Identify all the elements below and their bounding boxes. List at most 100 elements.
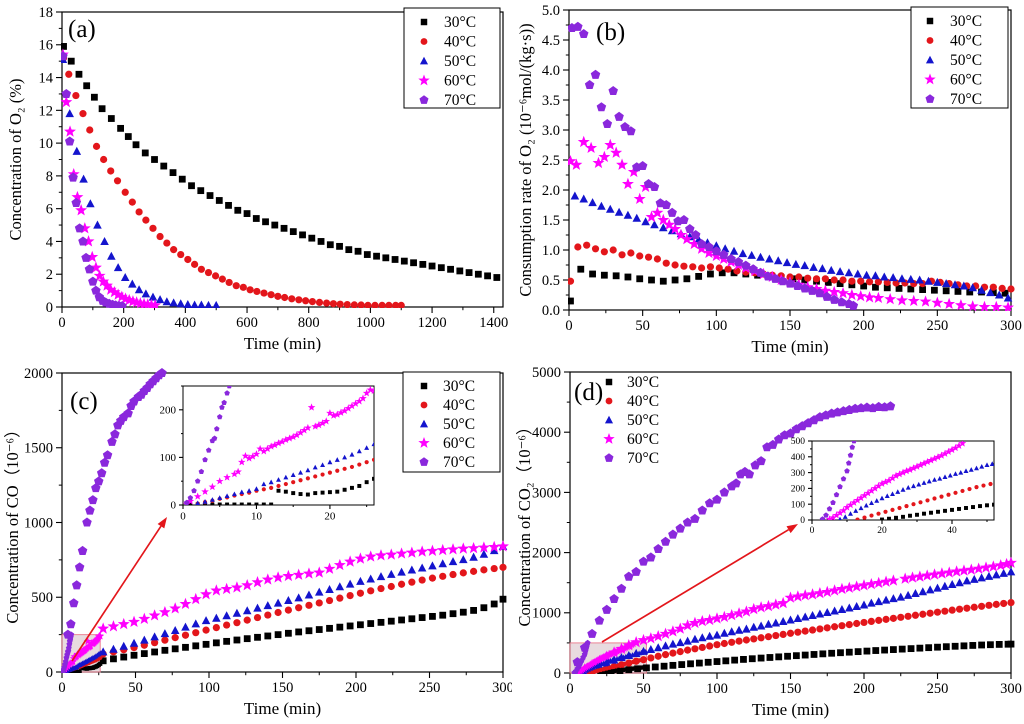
panel-d-inset-ytick: 500 [791,437,806,447]
panel-d-inset-xtick: 0 [810,526,815,536]
legend-label: 40°C [443,397,475,414]
series-50c [98,541,508,656]
panel-a-xtick: 600 [236,315,258,331]
legend-label: 40°C [627,393,659,410]
series-50c [61,55,221,308]
zoom-region-points [573,639,638,674]
inset-series-60c [825,441,967,520]
legend-label: 30°C [950,13,982,30]
panel-d-xtick: 0 [566,681,573,697]
panel-d-inset-series [819,441,994,520]
panel-c-inset-series [183,386,374,505]
panel-b-legend: 30°C 40°C 50°C 60°C 70°C [910,6,1009,109]
panel-a-ytick: 12 [39,103,54,119]
legend-label: 30°C [443,378,475,395]
panel-a-xtick: 0 [58,315,65,331]
panel-a-ytick: 2 [46,267,53,283]
panel-a-ytick: 4 [46,234,54,250]
legend-label: 70°C [627,450,659,467]
panel-c-ytick: 0 [46,665,53,681]
panel-d-ytick: 0 [554,666,561,682]
panel-a-ytick: 0 [46,300,53,316]
panel-b-xtick: 300 [1000,318,1022,334]
panel-a-xtick: 200 [113,315,135,331]
panel-c-ytick: 2000 [24,366,53,382]
panel-d-legend: 30°C 40°C 50°C 60°C 70°C [603,374,659,467]
panel-c-ylabel: Concentration of CO（10⁻⁶） [3,421,22,623]
legend-label: 40°C [950,33,982,50]
panel-d-xtick: 300 [1000,681,1022,697]
panel-a-xtick: 1000 [356,315,385,331]
panel-b-xtick: 150 [779,318,801,334]
panel-d-xtick: 100 [706,681,728,697]
legend-label: 50°C [443,416,475,433]
panel-b-ytick: 1.5 [542,213,560,229]
panel-d-inset-ytick: 400 [791,453,806,463]
panel-a-ytick: 18 [39,5,54,21]
legend-label: 50°C [627,412,659,429]
panel-c-xtick: 300 [492,680,512,696]
panel-c-xtick: 100 [198,680,220,696]
panel-a-xtick: 400 [174,315,196,331]
panel-d-chart: 0 50 100 150 200 250 300 0 1000 2000 3000 4000 5000 T… [512,362,1024,724]
legend-label: 70°C [950,91,982,108]
panel-c-legend: 30°C 40°C 50°C 60°C 70°C [402,371,501,473]
panel-b-xtick: 0 [565,318,572,334]
legend-label: 60°C [627,431,659,448]
panel-d-inset-ytick: 200 [791,485,806,495]
panel-b-ytick: 2.5 [542,153,560,169]
legend-label: 70°C [444,92,476,109]
panel-b-ytick: 0.0 [542,303,560,319]
inset-series-70c [819,441,857,520]
panel-b-ytick: 4.5 [542,33,560,49]
series-70c [61,51,127,308]
inset-pointer-arrow-icon [71,517,167,662]
zoom-region-points [597,665,649,674]
series-40c [61,54,405,308]
series-60c [97,540,509,634]
inset-series-50c [838,461,994,520]
inset-series-70c [183,386,232,505]
panel-d-svg: 0 50 100 150 200 250 300010002000300040005000T… [515,365,1022,719]
zoom-region-points [61,631,105,673]
panel-a-svg: 0 200 400 600 800 1000 1200 1400 0 2 4 6 8 10 12 14 16 18… [6,5,509,353]
panel-c-inset-xtick: 10 [251,510,263,522]
panel-c-ytick: 1000 [24,515,53,531]
panel-b-ytick: 0.5 [542,273,560,289]
panel-c-xtick: 150 [272,680,294,696]
series-50c [570,191,1013,302]
panel-a-axes: 0 200 400 600 800 1000 1200 1400 0 2 4 6 8 10 12 14 16 18 [39,5,509,331]
panel-b-xlabel: Time (min) [751,337,828,356]
panel-d-inset-ytick: 100 [791,500,806,510]
legend-border [403,7,501,109]
panel-b-ytick: 5.0 [542,3,560,19]
panel-b-ytick: 3.5 [542,93,560,109]
panel-c-tag: (c) [70,388,98,415]
series-30c [99,595,507,665]
panel-c-ytick: 1500 [24,441,53,457]
panel-a-ylabel: Concentration of O₂ (%) [6,79,25,241]
legend-label: 30°C [444,14,476,31]
panel-d-ytick: 1000 [532,606,561,622]
panel-d-inset-xtick: 20 [877,526,887,536]
panel-b-tag: (b) [596,19,625,46]
panel-b-ytick: 2.0 [542,183,560,199]
panel-b-xtick: 200 [853,318,875,334]
legend-label: 70°C [443,454,475,471]
legend-label: 60°C [950,72,982,89]
series-70c [568,21,859,310]
panel-a-xlabel: Time (min) [244,334,321,353]
panel-d-inset-ytick: 0 [800,516,805,526]
panel-c-ytick: 500 [31,590,53,606]
legend-label: 30°C [627,374,659,391]
panel-d-inset-xtick: 40 [947,526,957,536]
panel-a-ytick: 10 [39,136,54,152]
panel-d-ytick: 2000 [532,546,561,562]
panel-b-axes: 0 50 100 150 200 250 300 0.0 0.5 1.0 1.5 2.0 2.5 3.0 3… [542,3,1022,334]
panel-b-svg: 0 50 100 150 200 250 300 0.0 0.5 1.0 1.5 2.0 2.5 3.0 3… [516,3,1022,356]
legend-label: 60°C [443,435,475,452]
panel-d-ytick: 4000 [532,425,561,441]
